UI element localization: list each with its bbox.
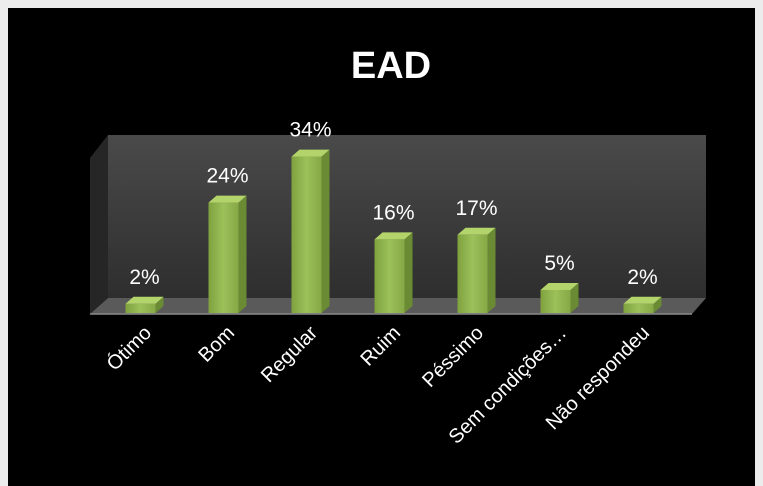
bar-top — [457, 227, 496, 235]
bar-front — [540, 290, 571, 313]
bar-top — [540, 283, 579, 290]
chart-back-wall — [108, 135, 706, 298]
chart-side-wall — [90, 135, 108, 314]
bar-top — [208, 195, 247, 203]
bar-top — [623, 296, 662, 304]
bar-side — [155, 296, 164, 313]
bar-top — [125, 296, 164, 304]
data-label: 2% — [627, 266, 657, 289]
category-label: Péssimo — [418, 322, 488, 392]
data-labels-group: 2% 24% 34% 16% 17% 5% 2% — [129, 119, 657, 289]
data-label: 2% — [129, 266, 159, 289]
bar-side — [653, 296, 662, 313]
category-label: Ruim — [356, 322, 405, 371]
bar-7 — [623, 296, 662, 313]
category-label: Regular — [257, 322, 322, 387]
bar-6 — [540, 283, 579, 313]
bar-5 — [457, 227, 496, 313]
data-label: 34% — [289, 119, 331, 142]
bar-side — [570, 283, 579, 313]
bar-4 — [374, 232, 413, 313]
bar-front — [374, 239, 405, 313]
bar-side — [321, 149, 330, 313]
bar-chart: EAD 2% 24% 34% 16% 17% 5% 2% Ótimo Bom Regular Ru… — [90, 45, 706, 448]
category-label: Bom — [194, 322, 239, 367]
data-label: 5% — [544, 252, 574, 275]
category-label: Ótimo — [102, 321, 156, 375]
chart-frame: EAD 2% 24% 34% 16% 17% 5% 2% Ótimo Bom Regular Ru… — [8, 8, 755, 486]
bar-top — [291, 149, 330, 157]
bar-1 — [125, 296, 164, 313]
bars-group — [125, 149, 662, 313]
bar-top — [374, 232, 413, 240]
bar-3 — [291, 149, 330, 313]
bar-side — [404, 232, 413, 313]
data-label: 17% — [455, 197, 497, 220]
bar-front — [457, 234, 488, 313]
bar-front — [125, 303, 156, 313]
bar-front — [623, 303, 654, 313]
bar-front — [208, 202, 239, 313]
data-label: 24% — [206, 165, 248, 188]
bar-side — [238, 195, 247, 313]
bar-front — [291, 156, 322, 313]
bar-side — [487, 227, 496, 313]
data-label: 16% — [372, 201, 414, 224]
chart-title: EAD — [351, 45, 431, 87]
bar-2 — [208, 195, 247, 313]
